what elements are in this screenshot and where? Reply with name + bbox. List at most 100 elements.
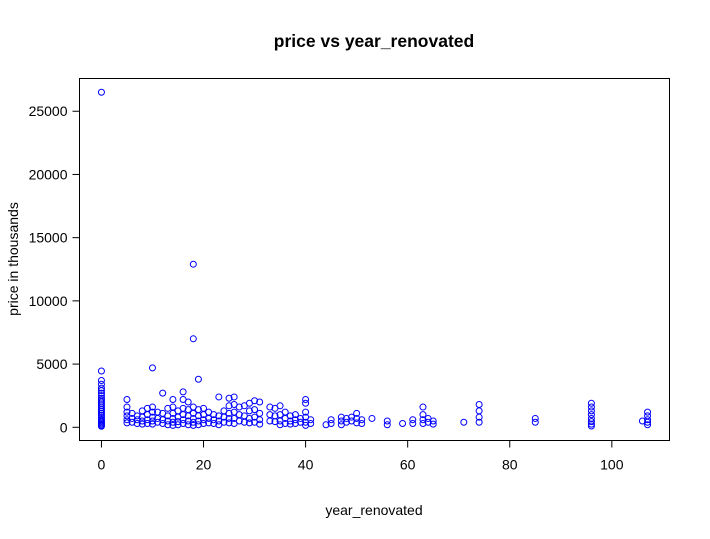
data-point <box>256 409 264 417</box>
data-point <box>291 411 299 419</box>
data-point <box>460 418 468 426</box>
data-point <box>200 416 208 424</box>
data-point <box>189 260 197 268</box>
data-point <box>148 408 156 416</box>
plot-area-frame <box>79 78 670 441</box>
data-point <box>419 403 427 411</box>
data-point <box>531 418 539 426</box>
data-point <box>230 393 238 401</box>
data-point <box>353 419 361 427</box>
data-point <box>256 416 264 424</box>
data-point <box>225 402 233 410</box>
data-point <box>123 419 131 427</box>
data-point <box>240 418 248 426</box>
data-point <box>475 401 483 409</box>
data-point <box>296 414 304 422</box>
data-point <box>266 403 274 411</box>
data-point <box>97 88 105 96</box>
data-point <box>225 394 233 402</box>
data-point <box>215 393 223 401</box>
data-point <box>123 395 131 403</box>
y-tick-label: 20000 <box>29 166 68 182</box>
chart-title: price vs year_renovated <box>274 31 474 51</box>
data-point <box>342 418 350 426</box>
data-point <box>302 399 310 407</box>
data-point <box>205 419 213 427</box>
data-point <box>587 399 595 407</box>
data-point <box>302 395 310 403</box>
data-point <box>644 418 652 426</box>
data-point <box>286 412 294 420</box>
data-point <box>179 411 187 419</box>
x-tick-label: 0 <box>98 457 106 473</box>
data-point <box>220 413 228 421</box>
data-point <box>266 417 274 425</box>
data-point <box>194 421 202 429</box>
data-point <box>179 388 187 396</box>
data-point <box>419 411 427 419</box>
data-point <box>220 418 228 426</box>
data-point <box>184 398 192 406</box>
data-point <box>531 414 539 422</box>
data-point <box>148 403 156 411</box>
data-point <box>148 413 156 421</box>
data-point <box>200 419 208 427</box>
x-tick-label: 20 <box>196 457 212 473</box>
data-point <box>245 407 253 415</box>
data-point <box>235 403 243 411</box>
data-point <box>276 402 284 410</box>
data-point <box>587 403 595 411</box>
data-point <box>587 422 595 430</box>
data-point <box>429 420 437 428</box>
data-point <box>475 418 483 426</box>
data-point <box>291 419 299 427</box>
x-axis-label: year_renovated <box>325 502 422 518</box>
data-point <box>358 419 366 427</box>
data-point <box>409 416 417 424</box>
data-point <box>587 418 595 426</box>
data-point <box>205 414 213 422</box>
data-point <box>245 419 253 427</box>
data-point <box>215 417 223 425</box>
data-point <box>327 416 335 424</box>
data-point <box>475 407 483 415</box>
data-point <box>327 419 335 427</box>
data-point <box>210 416 218 424</box>
y-axis: 0 5000 10000 15000 20000 25000 <box>29 103 80 435</box>
data-point <box>587 411 595 419</box>
data-point <box>133 412 141 420</box>
data-point <box>302 408 310 416</box>
data-point <box>97 407 105 415</box>
data-point <box>148 364 156 372</box>
data-point <box>97 377 105 385</box>
data-point <box>256 420 264 428</box>
y-tick-label: 25000 <box>29 103 68 119</box>
data-point <box>225 409 233 417</box>
data-point <box>644 416 652 424</box>
data-point <box>429 417 437 425</box>
data-point <box>97 384 105 392</box>
data-point <box>358 416 366 424</box>
data-point <box>169 395 177 403</box>
data-point <box>225 419 233 427</box>
data-point <box>164 404 172 412</box>
data-point <box>154 414 162 422</box>
data-point <box>587 420 595 428</box>
data-point <box>194 375 202 383</box>
data-point <box>409 419 417 427</box>
data-point <box>169 414 177 422</box>
data-point <box>179 416 187 424</box>
data-point <box>235 417 243 425</box>
data-point <box>638 417 646 425</box>
data-point <box>353 409 361 417</box>
data-point <box>138 420 146 428</box>
data-point <box>251 397 259 405</box>
data-point <box>276 421 284 429</box>
data-point <box>174 421 182 429</box>
data-point <box>194 412 202 420</box>
data-point <box>189 421 197 429</box>
data-point <box>419 419 427 427</box>
data-point <box>210 411 218 419</box>
data-point <box>353 414 361 422</box>
data-point <box>225 414 233 422</box>
